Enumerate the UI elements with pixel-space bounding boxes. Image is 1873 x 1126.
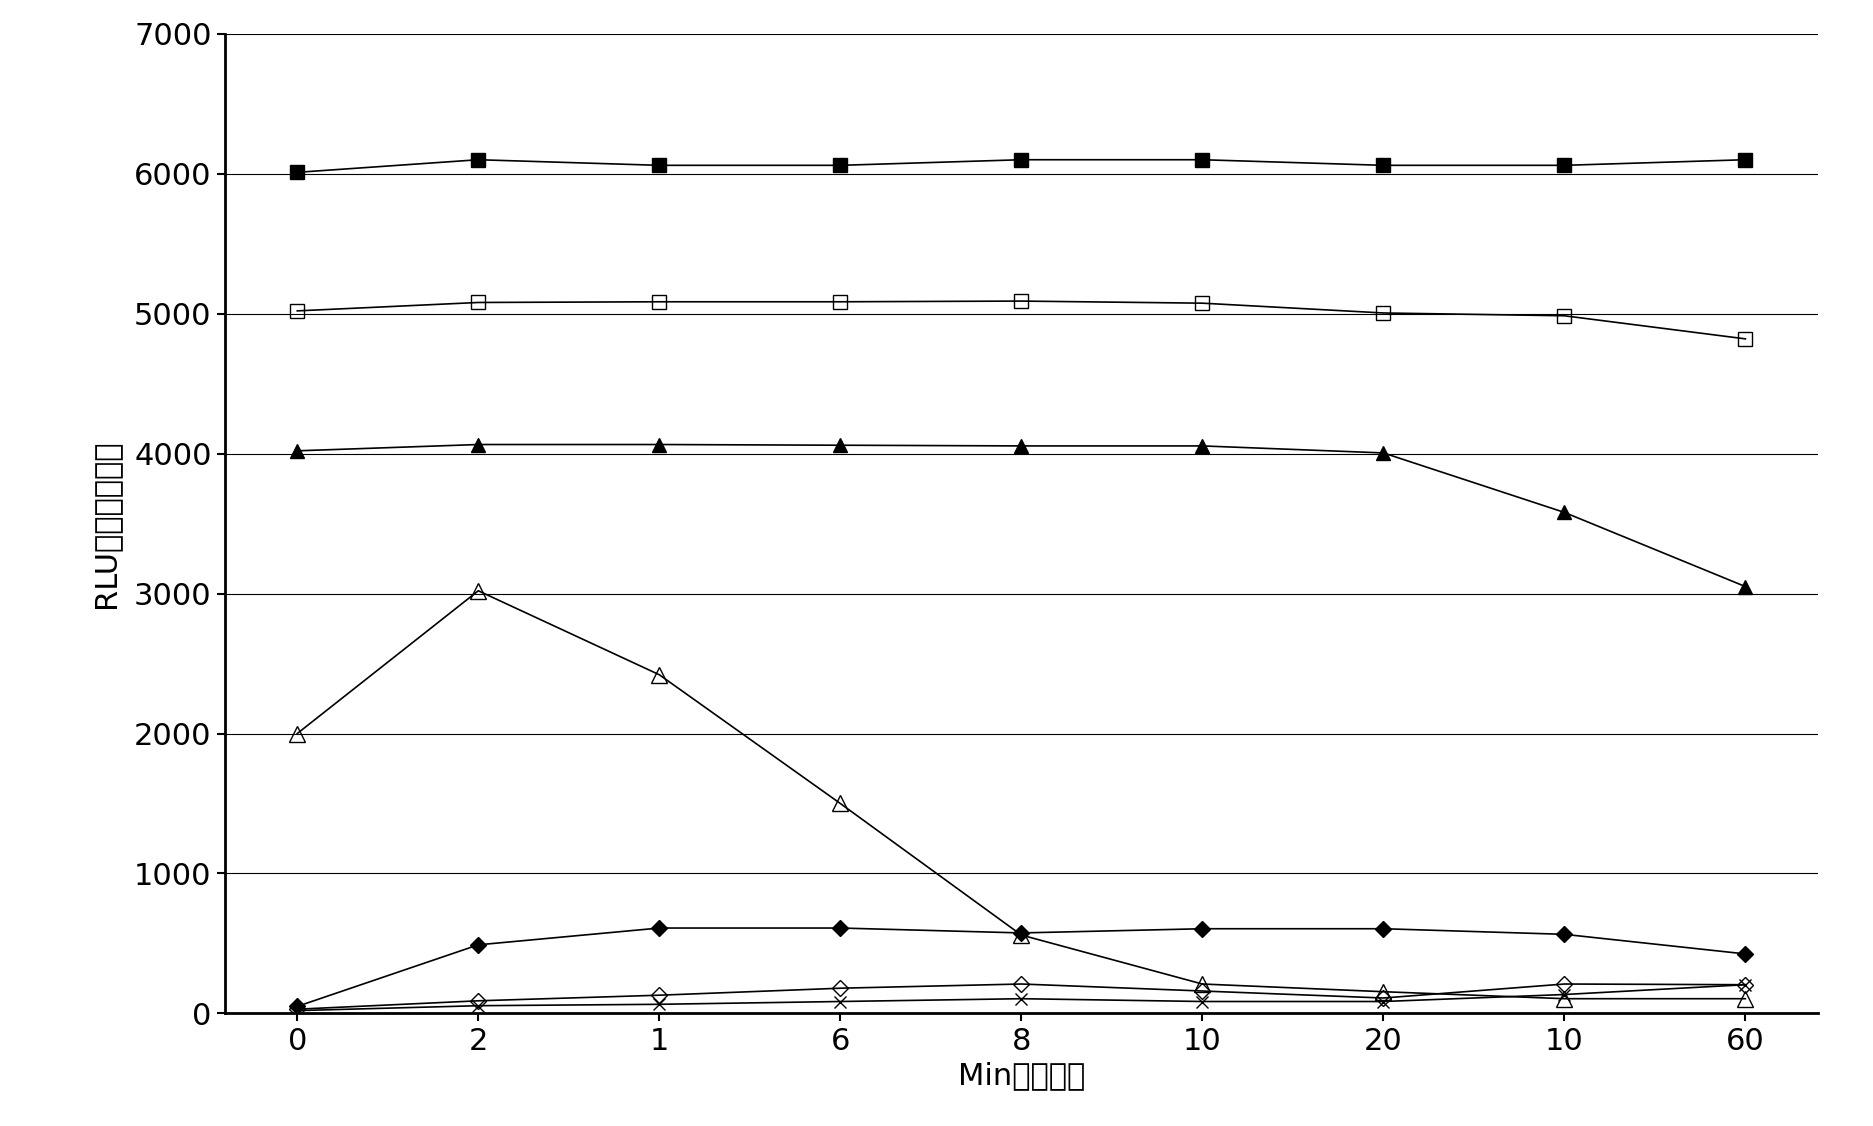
Y-axis label: RLU（光量子数）: RLU（光量子数）	[92, 439, 120, 608]
X-axis label: Min（分钟）: Min（分钟）	[957, 1061, 1084, 1090]
